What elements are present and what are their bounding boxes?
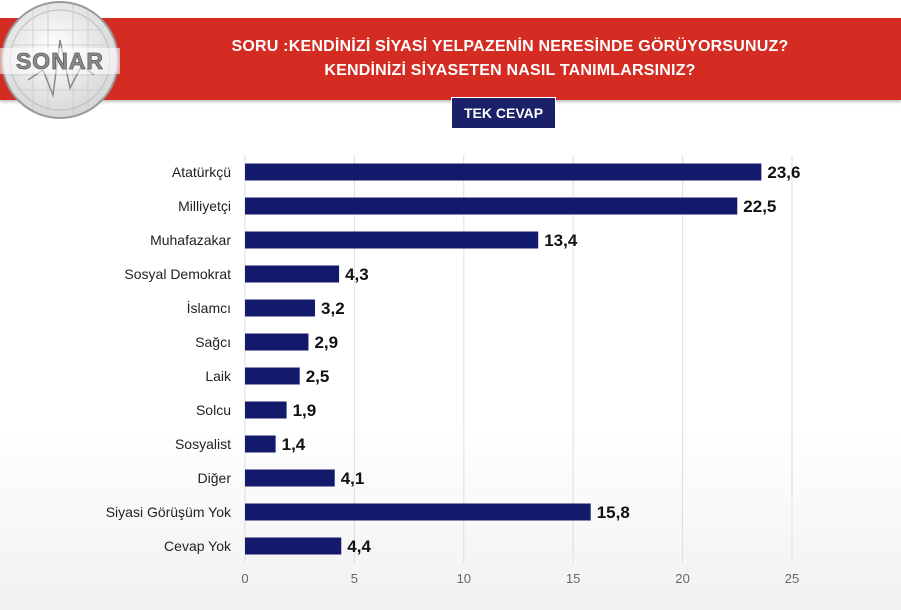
bar [245,299,316,317]
category-label: Cevap Yok [164,538,232,554]
question-title: SORU :KENDİNİZİ SİYASİ YELPAZENİN NERESİ… [150,18,870,100]
bar [245,537,342,555]
bar [245,197,738,215]
category-label: Sosyal Demokrat [124,266,231,282]
x-tick-label: 25 [785,571,799,586]
bar [245,503,591,521]
x-tick-label: 20 [675,571,689,586]
category-label: Siyasi Görüşüm Yok [106,504,232,520]
bar [245,435,276,453]
value-label: 22,5 [743,197,776,216]
category-label: Solcu [196,402,231,418]
single-answer-badge: TEK CEVAP [451,97,557,129]
category-label: Laik [205,368,232,384]
x-tick-label: 0 [241,571,248,586]
x-tick-label: 15 [566,571,580,586]
category-label: Muhafazakar [150,232,231,248]
value-label: 1,9 [293,401,317,420]
value-label: 1,4 [282,435,306,454]
bar [245,401,287,419]
value-label: 4,1 [341,469,365,488]
value-label: 23,6 [767,163,800,182]
x-tick-label: 10 [457,571,471,586]
bar [245,469,335,487]
category-label: Diğer [198,470,232,486]
bar [245,333,309,351]
sonar-logo: SONAR [0,1,120,119]
logo-text: SONAR [16,48,104,74]
value-label: 2,5 [306,367,330,386]
value-label: 4,3 [345,265,369,284]
value-label: 4,4 [347,537,371,556]
value-label: 15,8 [597,503,630,522]
category-label: Milliyetçi [178,198,231,214]
x-tick-label: 5 [351,571,358,586]
bar [245,367,300,385]
title-line-2: KENDİNİZİ SİYASETEN NASIL TANIMLARSINIZ? [324,62,696,79]
value-label: 13,4 [544,231,578,250]
header-band [0,18,901,100]
category-label: Atatürkçü [172,164,231,180]
value-label: 2,9 [314,333,338,352]
bar [245,265,340,283]
category-label: İslamcı [187,299,231,316]
category-label: Sosyalist [175,436,231,452]
title-line-1: SORU :KENDİNİZİ SİYASİ YELPAZENİN NERESİ… [231,38,789,55]
category-label: Sağcı [195,334,231,350]
value-label: 3,2 [321,299,345,318]
bar [245,231,539,249]
bar [245,163,762,181]
